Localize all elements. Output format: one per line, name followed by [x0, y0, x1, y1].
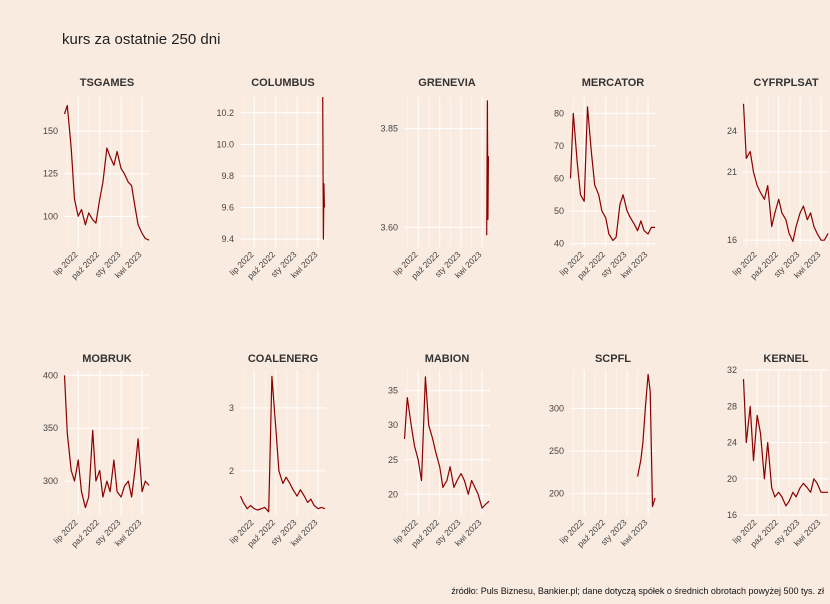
series-line: [403, 376, 490, 509]
series-line: [742, 103, 829, 243]
series-line: [742, 379, 829, 507]
panel-title: KERNEL: [763, 353, 809, 365]
panel-title: GRENEVIA: [418, 77, 476, 89]
y-tick-label: 16: [727, 510, 737, 520]
y-tick-label: 60: [554, 174, 564, 184]
panel-title: MOBRUK: [82, 353, 132, 365]
y-tick-label: 300: [549, 403, 564, 413]
y-tick-label: 300: [43, 476, 58, 486]
panel-title: SCPFL: [595, 353, 631, 365]
y-tick-label: 25: [388, 455, 398, 465]
y-tick-label: 80: [554, 108, 564, 118]
series-line: [239, 375, 326, 513]
y-tick-label: 50: [554, 206, 564, 216]
y-tick-label: 150: [43, 126, 58, 136]
y-tick-label: 400: [43, 370, 58, 380]
y-tick-label: 35: [388, 386, 398, 396]
y-tick-label: 9.6: [221, 203, 234, 213]
y-tick-label: 20: [727, 474, 737, 484]
series-line: [637, 373, 656, 508]
y-tick-label: 9.8: [221, 171, 234, 181]
y-tick-label: 24: [727, 438, 737, 448]
y-tick-label: 2: [229, 466, 234, 476]
y-tick-label: 9.4: [221, 234, 234, 244]
y-tick-label: 21: [727, 167, 737, 177]
panel-title: TSGAMES: [80, 77, 134, 89]
y-tick-label: 70: [554, 141, 564, 151]
y-tick-label: 100: [43, 211, 58, 221]
y-tick-label: 3.85: [380, 124, 398, 134]
y-tick-label: 24: [727, 126, 737, 136]
y-tick-label: 200: [549, 489, 564, 499]
y-tick-label: 40: [554, 239, 564, 249]
y-tick-label: 16: [727, 235, 737, 245]
panel-title: COALENERG: [248, 353, 318, 365]
y-tick-label: 125: [43, 169, 58, 179]
panel-title: CYFRPLSAT: [753, 77, 818, 89]
series-line: [63, 104, 150, 241]
y-tick-label: 10.2: [216, 108, 234, 118]
y-tick-label: 30: [388, 420, 398, 430]
y-tick-label: 350: [43, 423, 58, 433]
series-line: [569, 106, 656, 242]
series-line: [63, 375, 150, 509]
y-tick-label: 250: [549, 446, 564, 456]
panel-title: MABION: [425, 353, 470, 365]
series-line: [322, 96, 325, 240]
panel-title: MERCATOR: [582, 77, 645, 89]
y-tick-label: 28: [727, 401, 737, 411]
y-tick-label: 10.0: [216, 139, 234, 149]
y-tick-label: 3: [229, 403, 234, 413]
y-tick-label: 20: [388, 489, 398, 499]
series-line: [486, 100, 489, 236]
panel-title: COLUMBUS: [251, 77, 315, 89]
y-tick-label: 3.60: [380, 222, 398, 232]
page-title: kurs za ostatnie 250 dni: [62, 31, 221, 48]
source-caption: źródło: Puls Biznesu, Bankier.pl; dane d…: [451, 586, 824, 596]
y-tick-label: 32: [727, 365, 737, 375]
